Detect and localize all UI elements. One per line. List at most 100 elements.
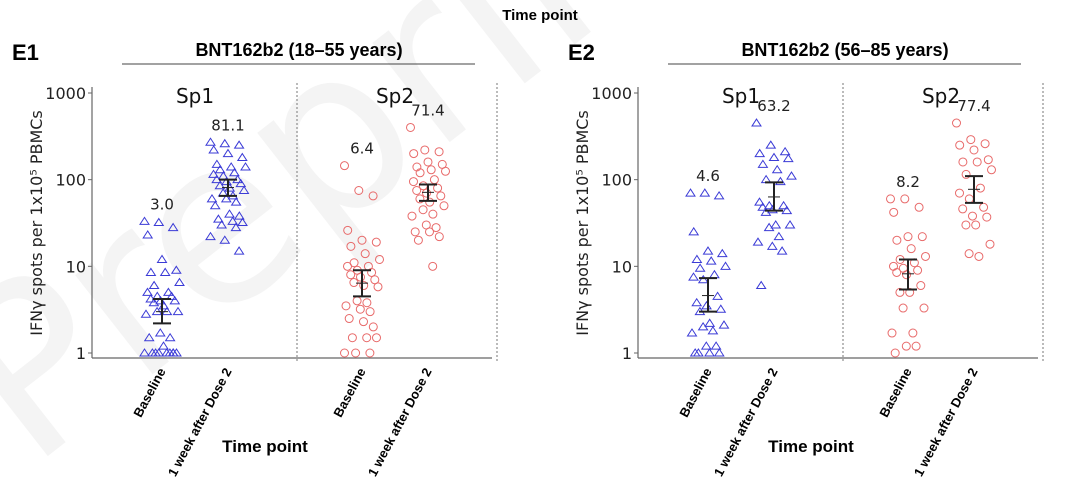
data-point xyxy=(422,188,431,198)
data-point xyxy=(755,280,767,290)
data-point xyxy=(691,254,703,263)
data-point xyxy=(420,145,430,155)
data-point xyxy=(707,325,719,335)
data-point xyxy=(209,200,221,210)
data-point xyxy=(955,140,965,150)
data-point xyxy=(153,348,165,357)
data-point xyxy=(754,197,765,206)
data-point xyxy=(701,300,712,310)
data-point xyxy=(434,232,444,242)
data-point xyxy=(227,216,239,225)
data-point xyxy=(340,348,349,358)
data-point xyxy=(158,341,169,350)
y-tick-label: 1 xyxy=(76,344,86,363)
data-point xyxy=(236,152,248,162)
data-point xyxy=(715,304,727,313)
data-point xyxy=(958,204,968,214)
data-point xyxy=(913,265,923,275)
data-point xyxy=(159,267,171,276)
data-point xyxy=(972,157,982,167)
data-label: 3.0 xyxy=(150,195,174,213)
x-tick-label: Baseline xyxy=(330,365,368,419)
data-point xyxy=(212,214,224,223)
data-point xyxy=(689,348,701,357)
data-point xyxy=(148,297,160,307)
data-point xyxy=(162,287,174,296)
group-label-sp2: Sp2 xyxy=(922,84,960,108)
data-point xyxy=(214,164,226,174)
data-point xyxy=(139,216,150,225)
data-point xyxy=(340,161,349,171)
data-point xyxy=(233,211,245,220)
data-point xyxy=(365,307,375,317)
data-point xyxy=(974,251,984,261)
data-point xyxy=(889,261,898,271)
data-point xyxy=(975,183,985,193)
data-point xyxy=(900,194,910,204)
data-point xyxy=(916,281,926,291)
data-point xyxy=(142,230,154,239)
data-point xyxy=(908,328,918,338)
data-point xyxy=(964,249,974,259)
y-tick-label: 1000 xyxy=(45,84,86,103)
data-point xyxy=(219,235,231,244)
data-point xyxy=(362,298,372,308)
data-point xyxy=(174,277,185,287)
panel-title: BNT162b2 (56–85 years) xyxy=(741,40,948,60)
data-point xyxy=(362,333,372,343)
data-point xyxy=(346,241,356,251)
data-point xyxy=(425,197,435,207)
data-point xyxy=(238,185,250,194)
data-point xyxy=(716,248,728,258)
data-point xyxy=(360,249,370,259)
data-point xyxy=(688,272,699,281)
data-point xyxy=(686,328,698,337)
data-point xyxy=(987,165,996,175)
data-point xyxy=(409,149,419,159)
data-point xyxy=(902,270,911,280)
data-point xyxy=(713,348,725,357)
data-point xyxy=(914,202,924,212)
data-point xyxy=(230,197,242,206)
data-point xyxy=(426,165,436,175)
data-point xyxy=(343,261,352,271)
data-point xyxy=(216,220,228,229)
data-point xyxy=(964,194,974,204)
data-point xyxy=(428,209,438,219)
data-point xyxy=(901,341,911,351)
data-label: 6.4 xyxy=(350,140,374,158)
data-point xyxy=(713,190,725,200)
data-point xyxy=(708,269,720,279)
data-point xyxy=(911,341,921,351)
data-point xyxy=(225,162,237,171)
data-point xyxy=(983,155,993,165)
data-point xyxy=(968,211,977,221)
data-point xyxy=(985,239,995,249)
data-point xyxy=(214,180,226,190)
data-point xyxy=(952,118,961,128)
x-tick-label: Baseline xyxy=(876,365,914,419)
data-point xyxy=(752,237,764,246)
data-point xyxy=(170,265,182,274)
x-tick-label: 1 week after Dose 2 xyxy=(711,365,781,479)
data-point xyxy=(224,209,235,218)
data-point xyxy=(886,194,895,204)
data-point xyxy=(410,227,420,237)
data-point xyxy=(704,348,715,357)
data-point xyxy=(359,317,368,327)
data-point xyxy=(206,193,218,203)
data-point xyxy=(439,201,449,211)
data-point xyxy=(961,169,971,179)
data-point xyxy=(431,223,441,233)
data-point xyxy=(436,191,446,201)
data-point xyxy=(786,171,797,180)
data-point xyxy=(961,220,971,230)
data-point xyxy=(763,200,775,210)
data-point xyxy=(371,237,381,247)
group-label-sp1: Sp1 xyxy=(176,84,214,108)
data-point xyxy=(233,246,245,255)
data-point xyxy=(148,280,160,290)
data-point xyxy=(220,193,232,203)
data-point xyxy=(898,303,908,313)
data-point xyxy=(773,231,785,241)
